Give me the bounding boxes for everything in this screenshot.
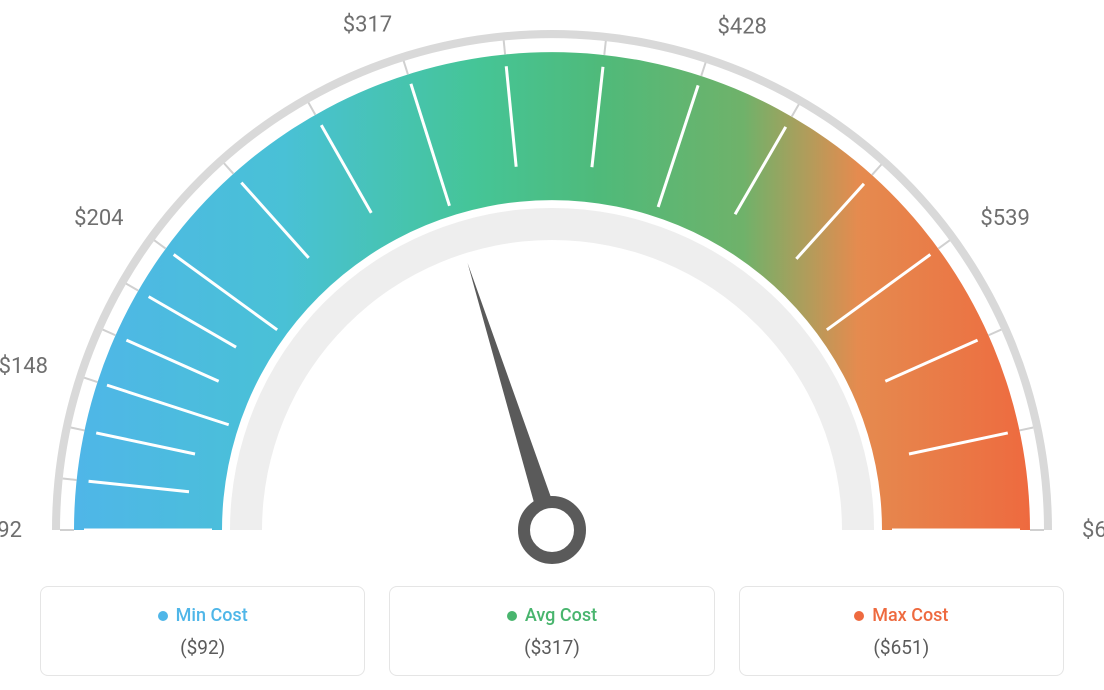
- gauge-tick-label: $539: [980, 206, 1029, 231]
- gauge-tick-ext: [404, 61, 408, 74]
- legend-label-min: Min Cost: [176, 605, 248, 626]
- gauge-tick-minor-ext: [872, 164, 881, 174]
- gauge-tick-minor-ext: [989, 330, 1002, 336]
- gauge-tick-ext: [84, 378, 97, 382]
- legend-value-avg: ($317): [400, 636, 703, 659]
- gauge-tick-label: $428: [717, 14, 766, 39]
- gauge-tick-ext: [938, 240, 949, 248]
- legend-card-max: Max Cost ($651): [739, 586, 1064, 676]
- gauge-tick-label: $148: [0, 354, 48, 379]
- gauge-tick-label: $92: [0, 518, 22, 543]
- legend-title-max: Max Cost: [854, 605, 948, 626]
- gauge-tick-label: $204: [74, 206, 123, 231]
- gauge-tick-minor-ext: [126, 284, 138, 291]
- legend-dot-max: [854, 611, 864, 621]
- legend-title-min: Min Cost: [158, 605, 248, 626]
- gauge-tick-label: $651: [1082, 518, 1104, 543]
- legend-label-avg: Avg Cost: [525, 605, 597, 626]
- gauge-needle-hub: [524, 502, 580, 558]
- legend-title-avg: Avg Cost: [507, 605, 597, 626]
- gauge-tick-minor-ext: [604, 41, 606, 55]
- legend-row: Min Cost ($92) Avg Cost ($317) Max Cost ($651…: [0, 586, 1104, 676]
- legend-value-min: ($92): [51, 636, 354, 659]
- gauge-tick-minor-ext: [71, 428, 85, 431]
- gauge-tick-minor-ext: [63, 478, 77, 479]
- gauge-needle: [468, 263, 562, 533]
- legend-card-avg: Avg Cost ($317): [389, 586, 714, 676]
- gauge-color-arc: [74, 52, 1030, 530]
- gauge-tick-ext: [701, 63, 705, 76]
- gauge-tick-minor-ext: [103, 330, 116, 336]
- gauge-tick-minor-ext: [1020, 428, 1034, 431]
- gauge-tick-ext: [154, 240, 165, 248]
- legend-label-max: Max Cost: [872, 605, 948, 626]
- gauge-tick-minor-ext: [792, 104, 799, 116]
- gauge-tick-minor-ext: [224, 163, 233, 173]
- legend-dot-min: [158, 611, 168, 621]
- gauge-chart: $92 $148 $204 $317 $428 $539 $651: [0, 0, 1104, 570]
- legend-card-min: Min Cost ($92): [40, 586, 365, 676]
- gauge-tick-minor-ext: [504, 40, 505, 54]
- gauge-tick-label: $317: [343, 13, 392, 38]
- gauge-svg: $92 $148 $204 $317 $428 $539 $651: [0, 0, 1104, 570]
- legend-value-max: ($651): [750, 636, 1053, 659]
- legend-dot-avg: [507, 611, 517, 621]
- gauge-tick-minor-ext: [308, 103, 315, 115]
